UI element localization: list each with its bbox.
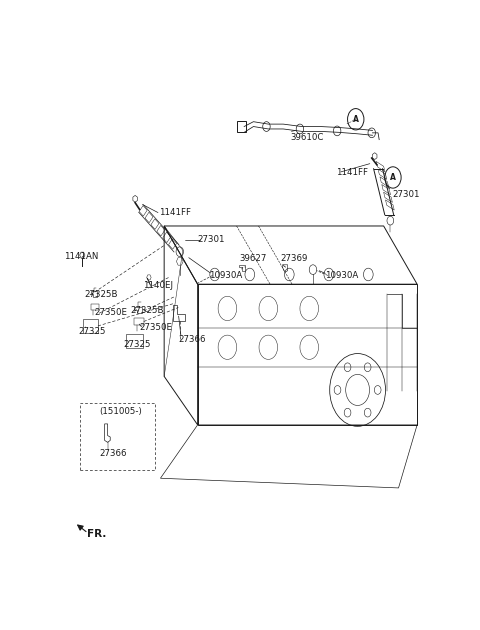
Text: 27366: 27366 xyxy=(99,449,127,459)
Text: 27301: 27301 xyxy=(198,235,225,244)
Text: 39610C: 39610C xyxy=(290,133,323,142)
Text: 10930A: 10930A xyxy=(325,271,358,280)
FancyArrowPatch shape xyxy=(78,525,86,532)
Text: 27325: 27325 xyxy=(79,327,106,336)
Text: 1141FF: 1141FF xyxy=(336,168,368,177)
Text: 27369: 27369 xyxy=(280,255,308,263)
Text: 1141AN: 1141AN xyxy=(64,251,99,261)
Text: 27325B: 27325B xyxy=(130,306,163,316)
Bar xyxy=(126,334,143,348)
Bar xyxy=(134,318,144,326)
Text: 27366: 27366 xyxy=(178,336,206,345)
Text: 1140EJ: 1140EJ xyxy=(143,280,173,290)
Text: 10930A: 10930A xyxy=(209,271,242,280)
Text: 27350E: 27350E xyxy=(94,308,127,317)
Text: 1141FF: 1141FF xyxy=(158,208,191,217)
Text: 27325: 27325 xyxy=(123,340,151,349)
Bar xyxy=(83,319,98,333)
Text: (151005-): (151005-) xyxy=(99,407,142,416)
Text: A: A xyxy=(353,115,359,123)
Text: 39627: 39627 xyxy=(240,255,267,263)
Text: 27301: 27301 xyxy=(392,190,420,199)
Text: A: A xyxy=(390,173,396,182)
Text: 27325B: 27325B xyxy=(84,290,118,299)
Text: 27350E: 27350E xyxy=(140,323,173,333)
Bar xyxy=(91,304,99,311)
Text: FR.: FR. xyxy=(87,529,106,539)
Bar xyxy=(238,121,246,132)
